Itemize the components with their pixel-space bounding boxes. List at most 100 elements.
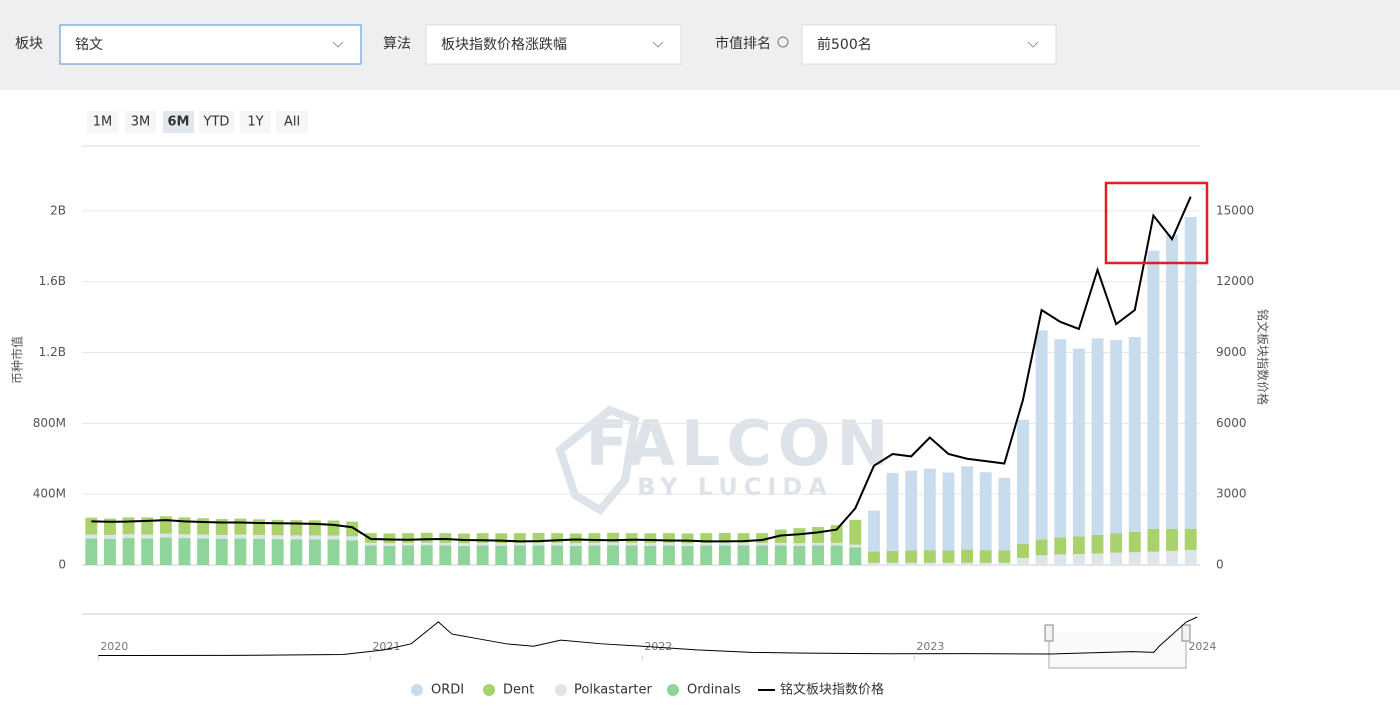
- bar-segment: [886, 550, 899, 563]
- bar-segment: [961, 549, 974, 563]
- range-button-label[interactable]: 1M: [93, 115, 113, 130]
- bar-segment: [1054, 554, 1067, 565]
- bar-segment: [178, 517, 191, 535]
- navigator-handle[interactable]: [1044, 624, 1054, 642]
- range-button-label[interactable]: YTD: [203, 115, 230, 130]
- bar-segment: [905, 550, 918, 563]
- bar-segment: [812, 526, 824, 543]
- bar-segment: [141, 538, 154, 565]
- bar-segment: [383, 543, 396, 546]
- legend-marker[interactable]: [555, 684, 567, 696]
- bar-segment: [420, 545, 433, 565]
- range-button[interactable]: [163, 111, 194, 133]
- bar-segment: [141, 517, 154, 535]
- bar-segment: [1147, 250, 1160, 529]
- range-button[interactable]: [276, 111, 308, 133]
- bar-segment: [625, 533, 638, 543]
- bar-segment: [290, 539, 303, 565]
- range-button-label[interactable]: 3M: [131, 115, 151, 130]
- bar-segment: [644, 545, 657, 565]
- bar-segment: [923, 562, 936, 565]
- bar-segment: [756, 545, 769, 565]
- legend-label[interactable]: Dent: [503, 683, 534, 698]
- select-box[interactable]: [425, 24, 682, 65]
- bar-segment: [439, 533, 452, 543]
- bar-segment: [551, 533, 564, 543]
- bar-segment: [364, 545, 377, 565]
- bar-segment: [513, 533, 526, 543]
- bar-segment: [867, 562, 880, 565]
- range-button-label[interactable]: 6M: [168, 115, 190, 130]
- bar-segment: [886, 562, 899, 565]
- bar-segment: [85, 538, 98, 565]
- legend-marker[interactable]: [667, 684, 679, 696]
- bar-segment: [551, 545, 564, 565]
- navigator-line: [98, 616, 1198, 657]
- bar-segment: [327, 520, 340, 536]
- bar-segment: [402, 533, 415, 543]
- bar-segment: [774, 545, 787, 565]
- bar-segment: [420, 542, 433, 546]
- legend-label[interactable]: Polkastarter: [574, 683, 652, 698]
- bar-segment: [681, 533, 694, 544]
- range-button[interactable]: [199, 111, 234, 133]
- bar-segment: [737, 533, 750, 543]
- bar-segment: [346, 540, 359, 565]
- navigator: [82, 614, 1200, 656]
- legend-marker[interactable]: [411, 684, 423, 696]
- range-button-label[interactable]: 1Y: [247, 115, 263, 130]
- bar-segment: [271, 519, 284, 536]
- range-button[interactable]: [240, 111, 271, 133]
- legend-marker[interactable]: [483, 684, 495, 696]
- range-button-label[interactable]: All: [284, 115, 300, 130]
- bar-segment: [215, 538, 228, 565]
- bar-segment: [178, 534, 191, 539]
- chevron: [652, 41, 664, 48]
- bar-segment: [215, 518, 228, 535]
- bar-segment: [774, 542, 787, 546]
- bar-segment: [253, 538, 265, 565]
- bar-segment: [1017, 543, 1029, 558]
- bar-segment: [849, 547, 862, 565]
- range-button[interactable]: [125, 111, 156, 133]
- bar-segment: [793, 528, 806, 544]
- y-tick-label: 2B: [50, 203, 66, 217]
- bar-segment: [1128, 531, 1141, 553]
- select-box[interactable]: [801, 24, 1057, 65]
- bar-segment: [625, 545, 638, 565]
- bar-segment: [346, 536, 359, 541]
- bar-segment: [197, 518, 210, 535]
- bar-segment: [700, 533, 713, 543]
- bar-segment: [886, 472, 899, 551]
- bar-segment: [439, 542, 452, 546]
- select-value[interactable]: 板块指数价格涨跌幅: [441, 37, 567, 53]
- legend-label[interactable]: 铭文板块指数价格: [780, 682, 884, 698]
- range-button[interactable]: [87, 111, 118, 133]
- bar-segment: [234, 518, 247, 535]
- bar-segment: [476, 542, 489, 546]
- bar-segment: [979, 562, 992, 565]
- bar-segment: [718, 542, 731, 546]
- select-box[interactable]: [59, 24, 362, 65]
- navigator-window[interactable]: [1048, 632, 1187, 669]
- bar-segment: [383, 545, 396, 565]
- bar-segment: [1184, 528, 1197, 550]
- bar-segment: [718, 545, 731, 565]
- bar-segment: [998, 562, 1011, 565]
- legend-label[interactable]: Ordinals: [687, 683, 741, 698]
- select-value[interactable]: 前500名: [817, 36, 872, 53]
- navigator-handle[interactable]: [1181, 624, 1191, 642]
- bar-segment: [308, 539, 321, 565]
- bar-segment: [569, 533, 582, 544]
- bar-segment: [998, 477, 1011, 551]
- bar-segment: [327, 535, 340, 540]
- bar-segment: [1184, 549, 1197, 565]
- bar-segment: [271, 535, 284, 540]
- legend-label[interactable]: ORDI: [431, 683, 464, 698]
- bar-segment: [308, 520, 321, 536]
- bar-segment: [942, 550, 955, 563]
- bar-segment: [346, 521, 359, 537]
- bar-segment: [662, 533, 675, 543]
- select-value[interactable]: 铭文: [75, 37, 103, 53]
